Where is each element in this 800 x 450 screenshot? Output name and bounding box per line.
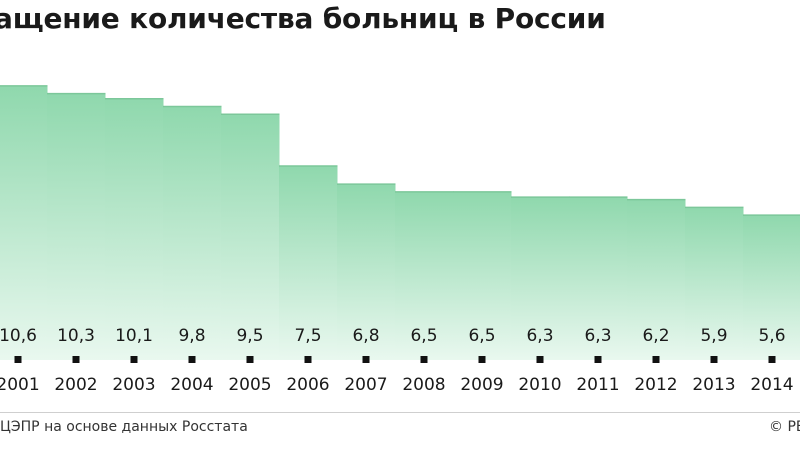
area-bar-2009 bbox=[453, 191, 512, 360]
data-label-2002: 10,3 bbox=[57, 326, 95, 346]
area-bar-2005 bbox=[221, 114, 280, 360]
data-label-2001: 10,6 bbox=[0, 326, 37, 346]
copyright-label: © РБ bbox=[769, 419, 800, 435]
area-bar-2007 bbox=[337, 184, 396, 360]
tick-mark-2011 bbox=[594, 356, 602, 363]
tick-mark-2010 bbox=[536, 356, 544, 363]
data-label-2004: 9,8 bbox=[178, 326, 205, 346]
x-tick-label-2002: 2002 bbox=[54, 375, 97, 395]
x-tick-label-2014: 2014 bbox=[750, 375, 793, 395]
x-tick-label-2003: 2003 bbox=[112, 375, 155, 395]
data-label-2007: 6,8 bbox=[352, 326, 379, 346]
tick-mark-2009 bbox=[478, 356, 486, 363]
data-label-2012: 6,2 bbox=[642, 326, 669, 346]
area-bar-2012 bbox=[627, 199, 686, 360]
area-bar-2013 bbox=[685, 207, 744, 360]
tick-mark-2002 bbox=[72, 356, 80, 363]
tick-mark-2004 bbox=[188, 356, 196, 363]
data-label-2010: 6,3 bbox=[526, 326, 553, 346]
x-tick-label-2006: 2006 bbox=[286, 375, 329, 395]
data-label-2008: 6,5 bbox=[410, 326, 437, 346]
tick-mark-2013 bbox=[710, 356, 718, 363]
tick-mark-2001 bbox=[14, 356, 22, 363]
chart-title: ащение количества больниц в России bbox=[0, 2, 606, 35]
tick-mark-2003 bbox=[130, 356, 138, 363]
x-tick-label-2012: 2012 bbox=[634, 375, 677, 395]
x-tick-label-2009: 2009 bbox=[460, 375, 503, 395]
x-tick-label-2004: 2004 bbox=[170, 375, 213, 395]
x-tick-label-2010: 2010 bbox=[518, 375, 561, 395]
tick-mark-2014 bbox=[768, 356, 776, 363]
data-label-2011: 6,3 bbox=[584, 326, 611, 346]
tick-mark-2012 bbox=[652, 356, 660, 363]
area-bar-2010 bbox=[511, 197, 570, 360]
x-tick-label-2008: 2008 bbox=[402, 375, 445, 395]
tick-mark-2008 bbox=[420, 356, 428, 363]
x-tick-label-2013: 2013 bbox=[692, 375, 735, 395]
area-bar-2011 bbox=[569, 197, 628, 360]
area-bar-2014 bbox=[743, 215, 800, 360]
area-bar-2003 bbox=[105, 98, 164, 361]
area-bar-2006 bbox=[279, 166, 338, 360]
footer-divider bbox=[0, 412, 800, 413]
x-tick-label-2001: 2001 bbox=[0, 375, 40, 395]
tick-mark-2006 bbox=[304, 356, 312, 363]
data-label-2013: 5,9 bbox=[700, 326, 727, 346]
data-label-2003: 10,1 bbox=[115, 326, 153, 346]
area-bar-2008 bbox=[395, 191, 454, 360]
tick-mark-2005 bbox=[246, 356, 254, 363]
data-label-2005: 9,5 bbox=[236, 326, 263, 346]
area-bar-2002 bbox=[47, 93, 106, 360]
x-tick-label-2011: 2011 bbox=[576, 375, 619, 395]
x-tick-label-2005: 2005 bbox=[228, 375, 271, 395]
data-label-2009: 6,5 bbox=[468, 326, 495, 346]
data-label-2014: 5,6 bbox=[758, 326, 785, 346]
data-label-2006: 7,5 bbox=[294, 326, 321, 346]
tick-mark-2007 bbox=[362, 356, 370, 363]
x-tick-label-2007: 2007 bbox=[344, 375, 387, 395]
area-bar-2004 bbox=[163, 106, 222, 360]
source-note: ЦЭПР на основе данных Росстата bbox=[0, 419, 248, 435]
area-bar-2001 bbox=[0, 85, 48, 361]
